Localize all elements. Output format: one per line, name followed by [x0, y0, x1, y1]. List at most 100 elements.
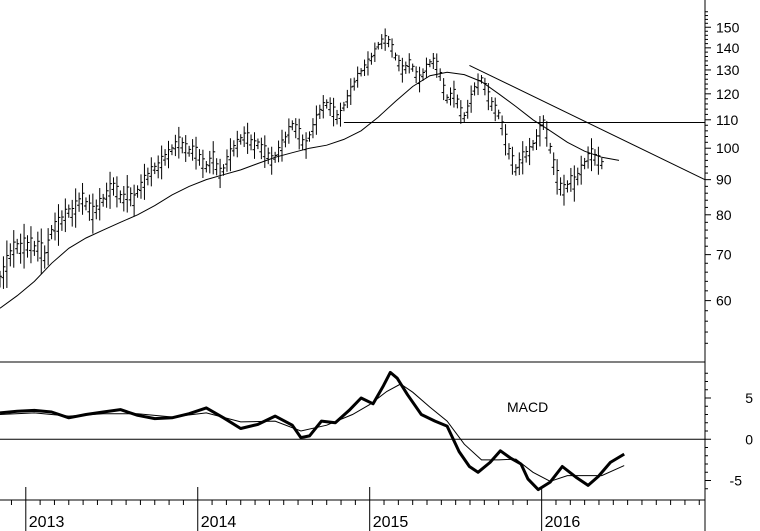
price-bar: [372, 42, 377, 63]
year-tick: 2016: [541, 487, 580, 531]
price-bar: [245, 122, 250, 154]
price-bar: [565, 180, 570, 193]
price-bar: [352, 77, 357, 91]
price-tick: 110: [705, 112, 739, 128]
price-bar: [314, 105, 319, 135]
price-bar: [207, 150, 212, 174]
price-bar: [87, 194, 92, 221]
moving-average-line: [0, 71, 620, 309]
price-tick: 60: [705, 293, 732, 309]
macd-tick: 0: [705, 431, 753, 447]
price-bar: [431, 52, 436, 70]
price-bar: [35, 231, 40, 262]
price-tick: 70: [705, 247, 732, 263]
price-bar: [166, 140, 171, 169]
price-bar: [568, 167, 573, 192]
price-tick: 150: [705, 19, 740, 35]
price-bar: [390, 38, 395, 58]
price-bar: [465, 99, 470, 119]
price-bar: [231, 140, 236, 157]
price-bar: [32, 240, 37, 256]
macd-line: [0, 370, 625, 492]
price-tick-label: 130: [716, 62, 740, 78]
price-bar: [135, 185, 140, 198]
price-bar: [520, 141, 525, 175]
price-bar: [503, 124, 508, 156]
price-bar: [365, 51, 370, 76]
price-bar: [15, 238, 20, 254]
price-bar: [218, 158, 223, 189]
price-bar: [183, 135, 188, 162]
price-bar: [125, 175, 130, 213]
price-bar: [469, 85, 474, 113]
price-bar: [400, 57, 405, 83]
macd-axis-ticks: 5 0 -5: [705, 372, 753, 490]
price-bar: [11, 230, 16, 268]
price-bar: [383, 28, 388, 51]
price-bar: [200, 149, 205, 178]
price-bar: [276, 140, 281, 163]
price-bar: [142, 163, 147, 200]
year-label: 2015: [373, 514, 409, 531]
price-bar: [548, 142, 553, 154]
price-bar: [169, 144, 174, 156]
price-bar: [421, 68, 425, 81]
price-tick: 140: [705, 40, 740, 56]
price-bar: [369, 52, 374, 65]
price-bar: [83, 197, 88, 211]
year-tick: 2014: [197, 487, 237, 531]
price-bar: [238, 134, 243, 145]
price-bar: [221, 164, 226, 176]
price-bar: [407, 53, 412, 74]
price-bar: [500, 115, 505, 136]
price-bar: [586, 146, 591, 169]
price-tick-label: 120: [716, 86, 740, 102]
price-bar: [562, 174, 566, 206]
price-bar: [266, 147, 271, 165]
price-bar: [414, 66, 419, 84]
macd-signal-line: [0, 383, 625, 482]
price-bar: [46, 228, 51, 266]
price-bar: [77, 192, 82, 212]
price-bar: [114, 176, 119, 208]
price-bar: [163, 149, 168, 166]
price-bar: [335, 109, 340, 125]
price-bar: [159, 145, 164, 180]
price-bar: [438, 68, 443, 81]
price-bar: [524, 146, 529, 163]
price-bar: [242, 126, 247, 148]
price-bar: [551, 152, 556, 176]
price-bar: [410, 63, 415, 72]
price-bar: [63, 198, 68, 233]
price-bar: [513, 164, 518, 176]
price-bar: [451, 80, 456, 108]
price-bar: [517, 152, 522, 176]
price-bar: [156, 155, 161, 179]
price-bar: [139, 174, 143, 199]
price-bar: [59, 210, 64, 231]
price-bar: [283, 131, 288, 148]
price-bar: [94, 199, 99, 220]
price-tick: 80: [705, 207, 732, 223]
year-label: 2014: [201, 514, 237, 531]
price-bar: [458, 100, 463, 124]
price-bar: [324, 99, 329, 109]
price-bar: [128, 187, 133, 207]
price-bar: [462, 112, 467, 122]
price-tick-label: 70: [716, 247, 732, 263]
price-bar: [331, 97, 336, 127]
price-bar: [307, 131, 312, 142]
year-tick: 2013: [25, 487, 64, 531]
price-tick-label: 100: [716, 140, 740, 156]
macd-tick: 5: [705, 390, 753, 406]
price-bar: [321, 95, 326, 119]
price-bar: [290, 120, 295, 131]
price-bar: [28, 226, 33, 264]
price-bar: [348, 78, 353, 105]
price-bar: [211, 141, 216, 175]
price-bar: [362, 59, 367, 76]
price-bar: [25, 235, 30, 258]
price-bar: [18, 233, 23, 264]
price-bar: [379, 34, 384, 50]
price-bar: [338, 102, 343, 127]
